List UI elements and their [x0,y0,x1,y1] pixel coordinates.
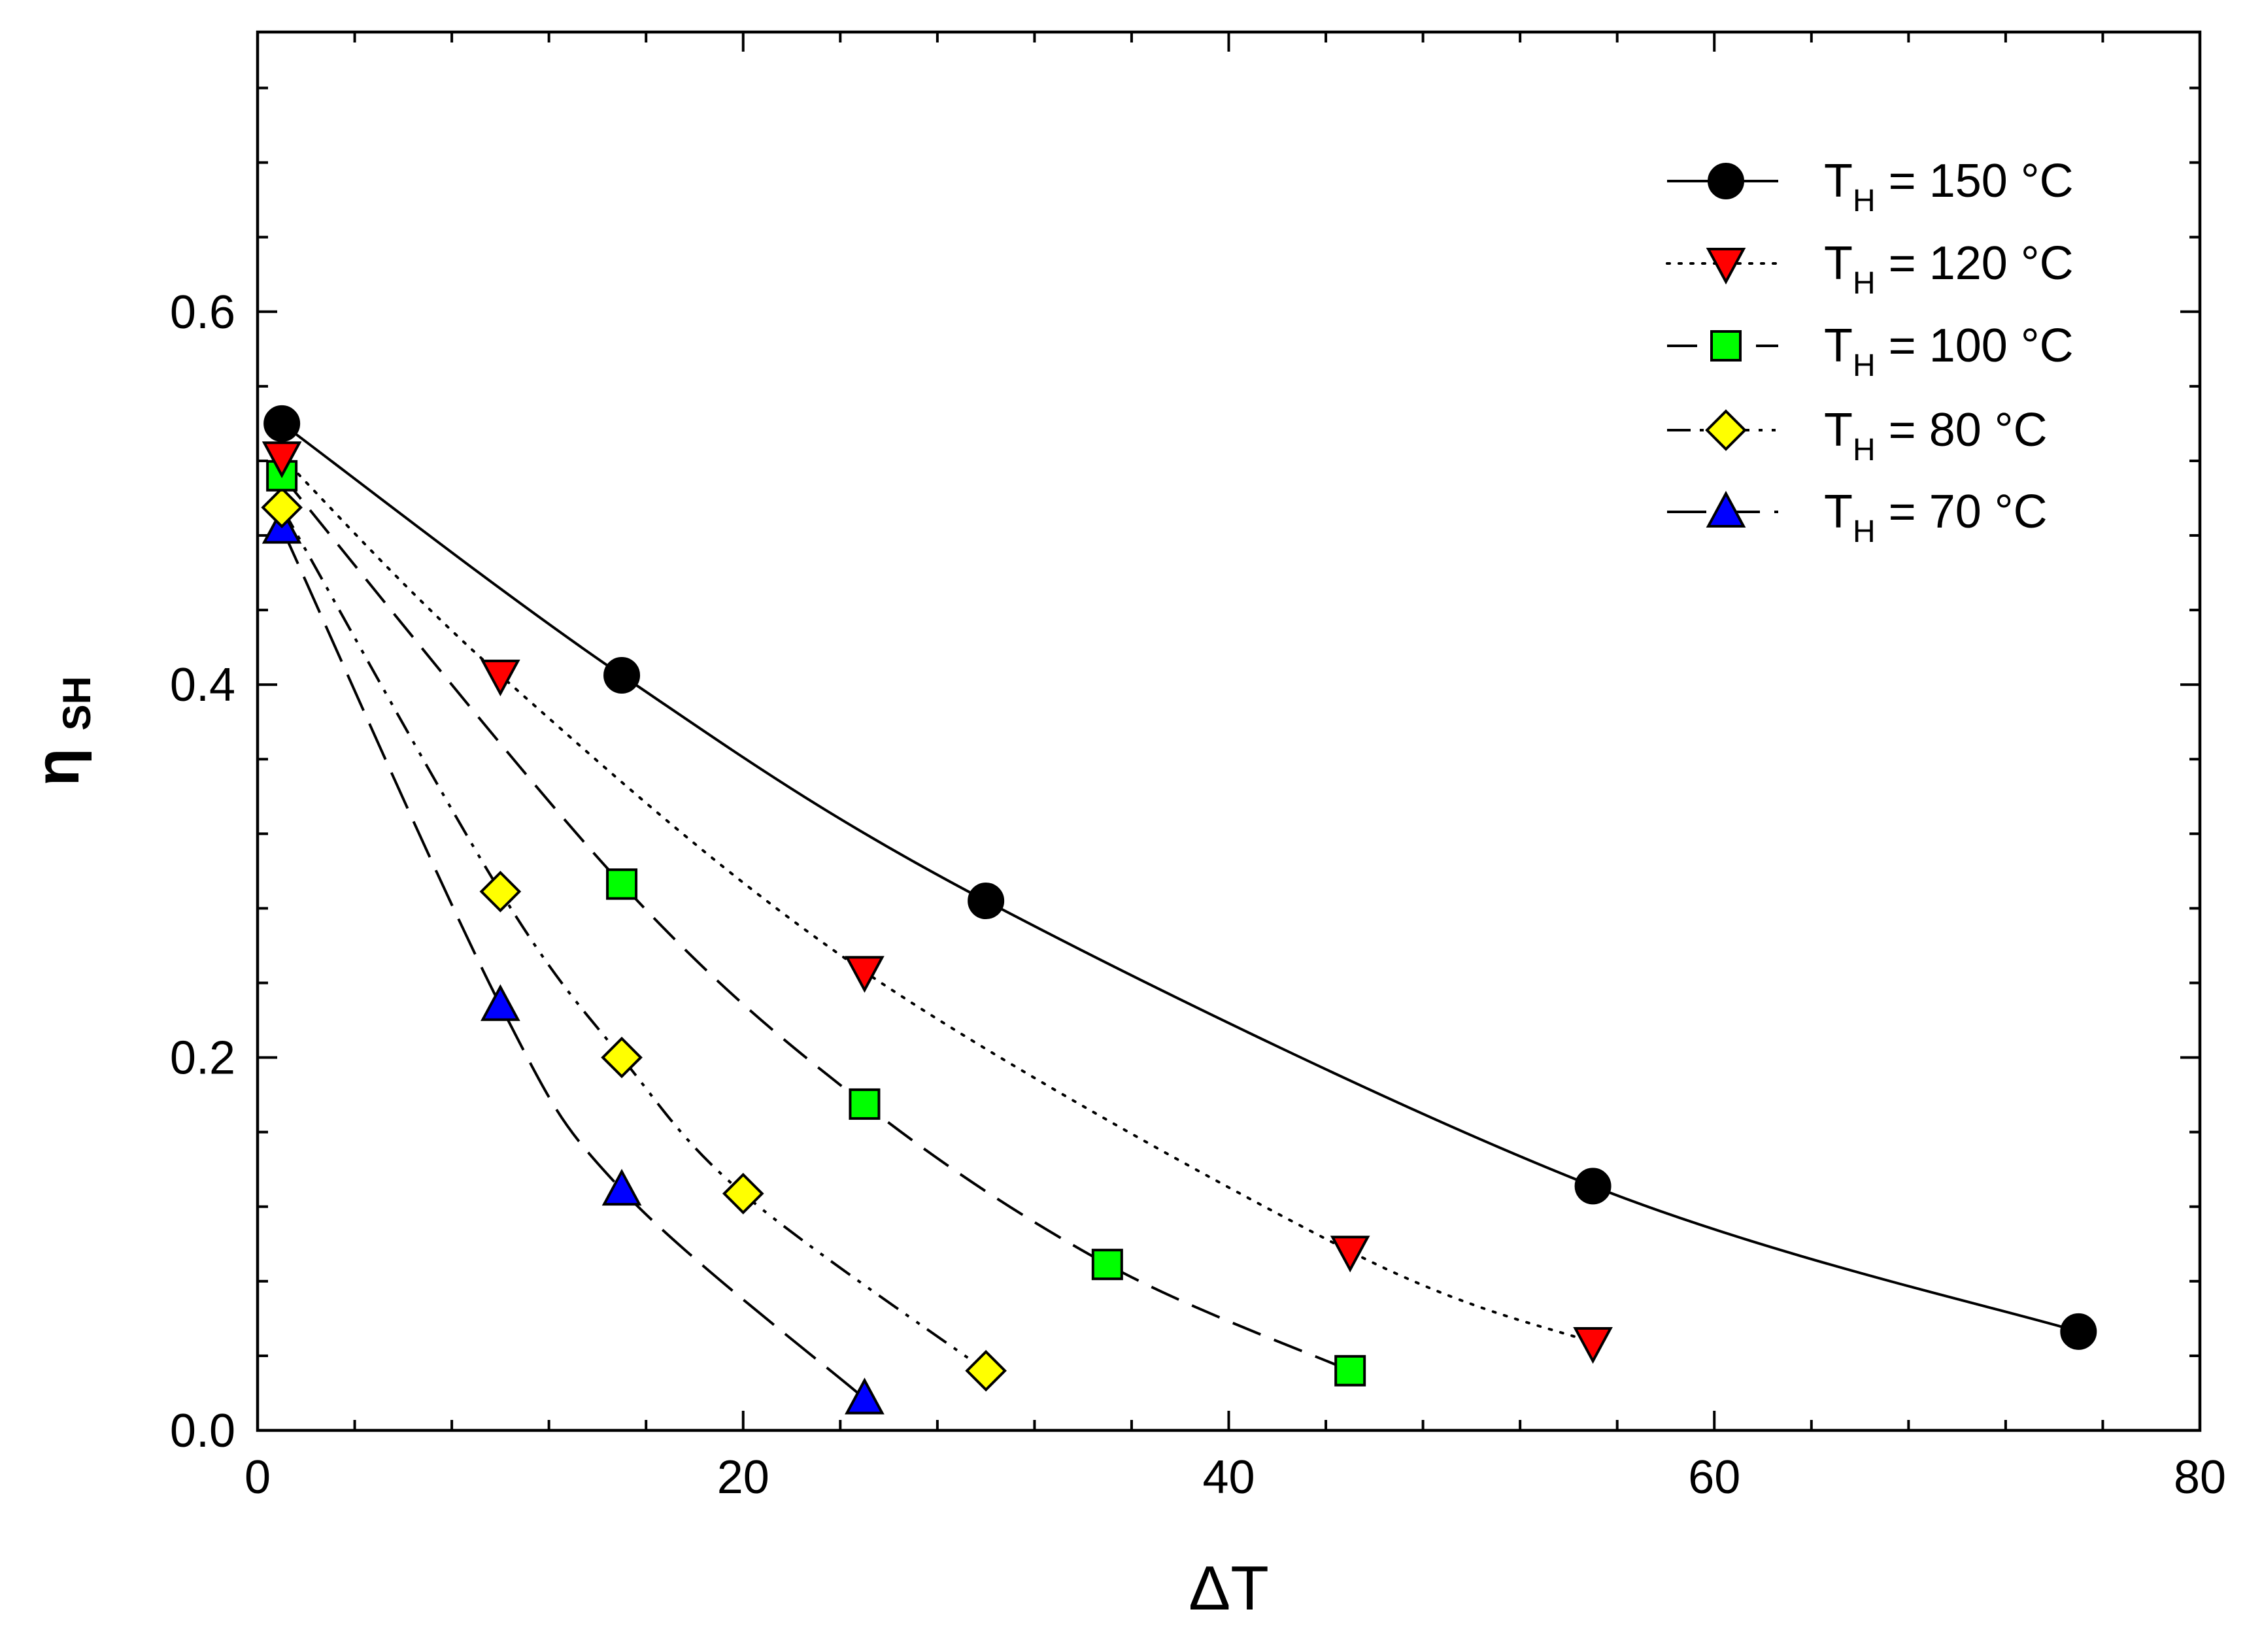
y-tick-label: 0.6 [170,286,235,339]
legend-label-rest: = 120 °C [1876,237,2074,290]
y-tick-label: 0.2 [170,1032,235,1085]
y-tick-label: 0.4 [170,659,235,711]
axis-tick-labels: 0 20 40 60 80 0.0 0.2 0.4 0.6 [170,286,2226,1504]
legend-marker [1708,163,1744,199]
data-point-th150 [263,405,301,442]
legend-label-subscript: H [1853,266,1876,301]
legend-label: TH = 120 °C [1824,237,2074,301]
data-point-th80 [965,1349,1007,1392]
legend-label-subscript: H [1853,184,1876,218]
series-markers [261,405,2097,1415]
axis-ticks [256,32,2201,1432]
data-point-th150 [1574,1168,1612,1205]
y-axis-title-subscript: SH [55,676,99,730]
legend-label-main: T [1824,237,1853,290]
data-point-th150 [2060,1313,2097,1350]
legend-marker [1706,248,1746,285]
data-point-th120 [1330,1236,1370,1273]
x-axis-title: ΔT [1189,1553,1269,1623]
legend-label: TH = 70 °C [1824,486,2048,549]
legend-item-th120: TH = 120 °C [1666,237,2074,301]
legend-marker [1705,409,1747,451]
legend-marker [1710,330,1742,362]
data-point-th80 [479,870,522,913]
legend-label-main: T [1824,404,1853,456]
legend-item-th70: TH = 70 °C [1667,486,2048,549]
x-tick-label: 60 [1688,1451,1740,1504]
y-axis-title-symbol: η [22,748,92,786]
legend-item-th100: TH = 100 °C [1667,320,2074,383]
data-point-th80 [722,1172,764,1215]
series-line-th70 [280,527,866,1400]
legend-item-th80: TH = 80 °C [1667,404,2048,467]
data-point-th100 [1091,1249,1123,1281]
legend-label: TH = 80 °C [1824,404,2048,467]
data-point-th120 [481,659,520,697]
data-point-th70 [845,1377,885,1415]
data-point-th150 [603,656,641,694]
data-point-th70 [481,984,520,1021]
data-point-th80 [261,486,303,529]
legend-label-main: T [1824,155,1853,207]
data-point-th120 [845,956,885,993]
x-tick-label: 20 [717,1451,769,1504]
legend-label-subscript: H [1853,433,1876,467]
legend-label-rest: = 100 °C [1876,320,2074,372]
legend-label: TH = 150 °C [1824,155,2074,218]
legend-label-rest: = 150 °C [1876,155,2074,207]
data-point-th120 [1573,1326,1613,1364]
legend-label-main: T [1824,486,1853,538]
legend-label-subscript: H [1853,514,1876,549]
legend-label-main: T [1824,320,1853,372]
data-point-th70 [601,1168,642,1206]
data-point-th100 [1334,1355,1366,1387]
legend-marker [1706,490,1746,528]
y-axis-title: η SH [22,676,99,786]
series-line-th80 [280,507,987,1372]
legend-label: TH = 100 °C [1824,320,2074,383]
legend-item-th150: TH = 150 °C [1667,155,2074,218]
x-tick-label: 80 [2174,1451,2226,1504]
x-tick-label: 0 [245,1451,271,1504]
legend-label-subscript: H [1853,348,1876,383]
data-point-th120 [262,441,302,479]
legend-label-rest: = 70 °C [1876,486,2048,538]
y-tick-label: 0.0 [170,1405,235,1457]
x-tick-label: 40 [1202,1451,1255,1504]
data-point-th80 [601,1036,643,1079]
series-line-th150 [280,422,2079,1333]
series-line-th100 [280,475,1351,1372]
legend-label-rest: = 80 °C [1876,404,2048,456]
data-point-th150 [968,883,1005,920]
data-point-th100 [849,1088,881,1120]
data-point-th100 [606,868,638,900]
legend: TH = 150 °CTH = 120 °CTH = 100 °CTH = 80… [1666,155,2074,549]
